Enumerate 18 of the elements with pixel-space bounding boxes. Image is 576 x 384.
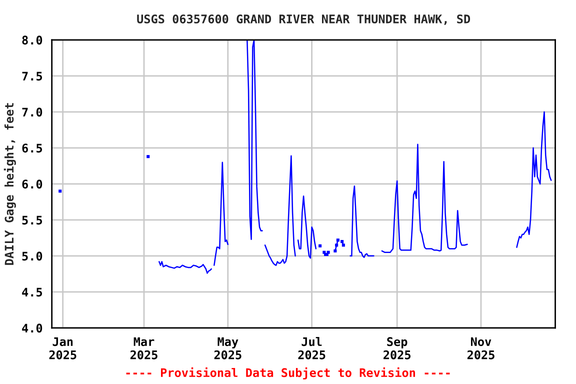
y-tick-label: 4.0 bbox=[22, 324, 42, 333]
y-tick-label: 8.0 bbox=[22, 36, 42, 45]
y-axis-title: DAILY Gage height, feet bbox=[4, 103, 16, 265]
y-tick-label: 5.0 bbox=[22, 252, 42, 261]
x-tick-label: Nov 2025 bbox=[467, 337, 494, 360]
y-tick-label: 4.5 bbox=[22, 288, 42, 297]
y-tick-label: 7.5 bbox=[22, 72, 42, 81]
x-tick-label: Sep 2025 bbox=[384, 337, 410, 360]
x-tick-label: Mar 2025 bbox=[130, 337, 158, 360]
x-tick-label: Jan 2025 bbox=[49, 337, 76, 360]
y-tick-label: 7.0 bbox=[22, 108, 42, 117]
x-tick-label: Jul 2025 bbox=[298, 336, 326, 360]
chart-title: USGS 06357600 GRAND RIVER NEAR THUNDER HAWK, SD bbox=[137, 14, 470, 25]
text: ---- Provisional Data Subject to Revision ---- bbox=[126, 367, 450, 380]
y-tick-label: 5.5 bbox=[22, 216, 42, 225]
x-tick-label: May 2025 bbox=[214, 337, 242, 360]
y-tick-label: 6.5 bbox=[22, 144, 42, 153]
y-tick-label: 6.0 bbox=[22, 180, 42, 189]
